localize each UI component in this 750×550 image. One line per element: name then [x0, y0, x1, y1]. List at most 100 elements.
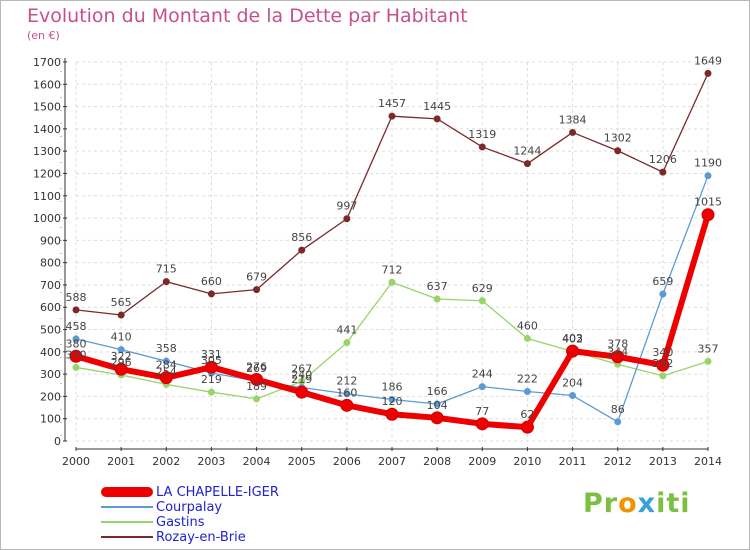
data-point — [659, 290, 667, 298]
data-point — [298, 246, 306, 254]
data-label: 1206 — [649, 153, 677, 166]
data-point — [72, 363, 80, 371]
x-tick-label: 2005 — [288, 455, 316, 468]
data-point — [253, 286, 261, 294]
y-tick-label: 600 — [40, 301, 61, 314]
data-label: 997 — [336, 200, 357, 213]
data-point — [114, 362, 128, 376]
data-label: 380 — [66, 337, 87, 350]
data-label: 120 — [382, 395, 403, 408]
data-point — [701, 208, 715, 222]
data-label: 166 — [427, 385, 448, 398]
x-tick-label: 2006 — [333, 455, 361, 468]
data-point — [433, 295, 441, 303]
data-label: 460 — [517, 319, 538, 332]
data-label: 104 — [427, 399, 448, 412]
data-label: 322 — [111, 350, 132, 363]
x-tick-label: 2009 — [468, 455, 496, 468]
data-label: 629 — [472, 282, 493, 295]
data-point — [478, 297, 486, 305]
data-point — [704, 69, 712, 77]
data-label: 565 — [111, 296, 132, 309]
data-point — [704, 172, 712, 180]
data-label: 410 — [111, 331, 132, 344]
data-label: 1015 — [694, 196, 722, 209]
y-tick-label: 100 — [40, 413, 61, 426]
data-label: 222 — [517, 373, 538, 386]
data-label: 244 — [472, 368, 493, 381]
data-point — [569, 392, 577, 400]
data-label: 340 — [652, 346, 673, 359]
legend-swatch — [101, 487, 153, 497]
legend-swatch — [101, 506, 153, 508]
data-point — [566, 344, 580, 358]
data-point — [162, 357, 170, 365]
legend-label: Rozay-en-Brie — [156, 530, 246, 545]
data-point — [295, 385, 309, 399]
data-point — [340, 398, 354, 412]
data-point — [72, 335, 80, 343]
legend-swatch — [101, 521, 153, 523]
data-point — [385, 407, 399, 421]
data-label: 240 — [291, 368, 312, 381]
data-label: 378 — [607, 338, 628, 351]
data-label: 458 — [66, 320, 87, 333]
data-label: 1457 — [378, 97, 406, 110]
data-point — [204, 360, 218, 374]
data-label: 344 — [607, 345, 628, 358]
y-tick-label: 1000 — [33, 212, 61, 225]
data-label: 1445 — [423, 100, 451, 113]
data-label: 204 — [562, 377, 583, 390]
data-label: 212 — [336, 375, 357, 388]
data-label: 267 — [291, 362, 312, 375]
data-point — [72, 306, 80, 314]
data-label: 331 — [201, 348, 222, 361]
data-label: 1302 — [604, 132, 632, 145]
data-point — [478, 143, 486, 151]
data-point — [433, 400, 441, 408]
y-tick-label: 300 — [40, 368, 61, 381]
data-point — [523, 334, 531, 342]
x-tick-label: 2002 — [152, 455, 180, 468]
data-point — [704, 357, 712, 365]
data-point — [656, 358, 670, 372]
y-tick-label: 1200 — [33, 167, 61, 180]
data-point — [475, 417, 489, 431]
y-tick-label: 1400 — [33, 123, 61, 136]
y-tick-label: 1100 — [33, 190, 61, 203]
series-layer — [69, 69, 715, 434]
legend-swatch — [101, 536, 153, 538]
data-label: 1190 — [694, 157, 722, 170]
data-label: 77 — [475, 405, 489, 418]
x-tick-label: 2014 — [694, 455, 722, 468]
data-label: 358 — [156, 342, 177, 355]
x-tick-label: 2000 — [62, 455, 90, 468]
legend-label: LA CHAPELLE-IGER — [156, 485, 279, 500]
data-label: 189 — [246, 380, 267, 393]
data-point — [520, 420, 534, 434]
data-point — [117, 346, 125, 354]
data-label: 1649 — [694, 54, 722, 67]
data-point — [69, 349, 83, 363]
y-tick-label: 1700 — [33, 56, 61, 69]
data-label: 588 — [66, 291, 87, 304]
data-label: 62 — [520, 408, 534, 421]
data-point — [207, 290, 215, 298]
data-label: 1244 — [513, 145, 541, 158]
x-tick-label: 2007 — [378, 455, 406, 468]
data-point — [343, 339, 351, 347]
data-label: 219 — [201, 373, 222, 386]
x-tick-label: 2008 — [423, 455, 451, 468]
data-label: 357 — [698, 342, 719, 355]
data-point — [207, 388, 215, 396]
data-label: 160 — [336, 386, 357, 399]
data-point — [430, 411, 444, 425]
data-point — [159, 371, 173, 385]
y-tick-label: 200 — [40, 390, 61, 403]
data-point — [523, 160, 531, 168]
x-tick-label: 2012 — [604, 455, 632, 468]
data-label: 1319 — [468, 128, 496, 141]
data-label: 402 — [562, 332, 583, 345]
data-point — [162, 278, 170, 286]
